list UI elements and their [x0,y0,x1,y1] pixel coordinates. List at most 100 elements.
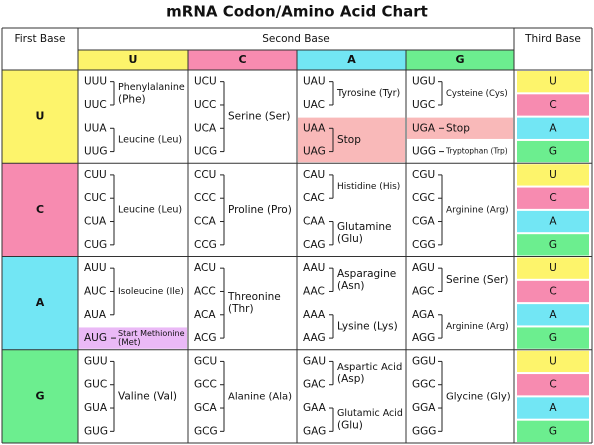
codon: AAG [303,332,326,344]
third-base-letter: G [549,332,557,344]
codon: CCC [194,192,216,204]
amino-acid: Threonine [227,291,281,303]
codon: UAA [303,122,326,134]
codon: GUG [84,425,108,437]
codon: CAC [303,192,325,204]
codon: AGU [412,262,435,274]
codon: CUU [84,169,107,181]
codon: GUA [84,402,108,414]
codon: UGU [412,76,436,88]
amino-acid: Tryptophan (Trp) [445,147,508,156]
header-second-base: Second Base [262,33,330,45]
codon: CUG [84,239,107,251]
third-base-cell [517,210,589,233]
header-third-base: Third Base [524,33,581,45]
codon: GGU [412,355,436,367]
codon: GCA [194,402,217,414]
codon: GGC [412,379,436,391]
third-base-cell [517,374,589,396]
codon: AGC [412,285,434,297]
first-base-cell [2,70,78,164]
third-base-letter: C [549,99,556,111]
codon: ACG [194,332,216,344]
third-base-cell [517,94,589,116]
codon: AAA [303,309,326,321]
amino-acid: Cysteine (Cys) [446,89,508,99]
second-base-letter: A [347,53,356,66]
third-base-cell [517,164,589,186]
codon: AUU [84,262,107,274]
amino-acid: Arginine (Arg) [446,322,509,332]
third-base-letter: U [549,169,557,181]
codon: UAU [303,76,326,88]
codon: UGC [412,99,435,111]
highlight [407,117,513,139]
third-base-letter: G [549,239,557,251]
second-base-letter: U [129,53,138,66]
codon: CAA [303,216,326,228]
codon: CAG [303,239,325,251]
first-base-letter: C [36,203,44,216]
codon: AUA [84,309,107,321]
amino-acid: Start Methionine [118,329,185,338]
codon: UCC [194,99,216,111]
amino-acid: (Glu) [337,233,363,245]
codon: GCG [194,425,218,437]
third-base-cell [517,140,589,163]
codon: CGA [412,216,435,228]
third-base-letter: A [549,309,557,321]
codon: GAU [303,355,326,367]
amino-acid: Glutamine [337,221,392,233]
codon: GAG [303,425,326,437]
amino-acid: Alanine (Ala) [228,391,292,402]
amino-acid: (Glu) [337,420,363,432]
header-first-base: First Base [14,33,65,45]
second-base-letter: C [238,53,246,66]
amino-acid: Proline (Pro) [228,204,292,216]
third-base-letter: U [549,355,557,367]
amino-acid: (Phe) [118,93,146,105]
third-base-cell [517,234,589,256]
third-base-cell [517,71,589,93]
codon: CGG [412,239,436,251]
chart-title: mRNA Codon/Amino Acid Chart [166,3,428,21]
third-base-letter: C [549,192,556,204]
third-base-letter: A [549,402,557,414]
codon: GGA [412,402,436,414]
first-base-cell [2,349,78,443]
codon: UUC [84,99,107,111]
codon: GUU [84,355,108,367]
amino-acid: Arginine (Arg) [446,205,509,215]
amino-acid: Serine (Ser) [228,111,290,123]
codon: ACU [194,262,216,274]
codon: UUG [84,146,108,158]
codon: UGA [412,122,436,134]
codon: AUG [84,332,107,344]
codon: UAG [303,146,326,158]
codon: AGG [412,332,435,344]
codon: GAA [303,402,327,414]
codon: GCU [194,355,217,367]
third-base-letter: C [549,379,556,391]
amino-acid: Glycine (Gly) [446,391,511,402]
third-base-cell [517,187,589,209]
third-base-cell [517,304,589,326]
codon: GUC [84,379,107,391]
amino-acid: Aspartic Acid [337,362,402,373]
codon: AGA [412,309,435,321]
third-base-cell [517,420,589,442]
third-base-letter: A [549,122,557,134]
second-base-letter: G [455,53,464,66]
third-base-cell [517,280,589,303]
codon: CUC [84,192,106,204]
amino-acid: Tyrosine (Tyr) [336,88,400,99]
codon: ACC [194,285,216,297]
codon: UUA [84,122,107,134]
amino-acid: (Asn) [337,280,365,292]
codon: UCG [194,146,217,158]
amino-acid: Serine (Ser) [446,274,508,286]
amino-acid: (Asp) [337,373,365,385]
highlight [298,117,405,163]
